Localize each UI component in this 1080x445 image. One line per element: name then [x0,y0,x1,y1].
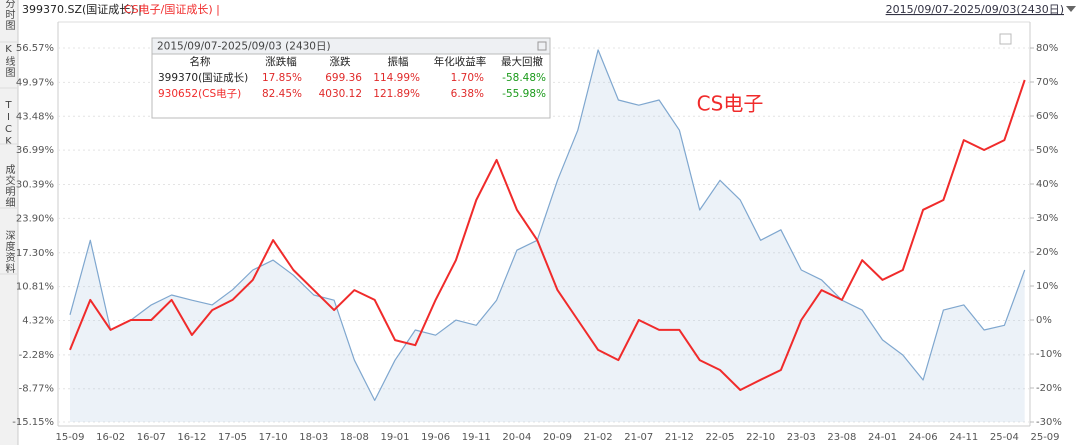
close-icon [537,41,547,51]
stats-header: 年化收益率 [434,55,487,68]
sidebar-tab[interactable]: K线图 [3,44,15,78]
x-tick-label: 15-09 [55,432,84,443]
x-tick-label: 19-01 [380,432,409,443]
y2-tick-label: 60% [1036,111,1058,122]
stats-row-name: 399370(国证成长) [158,72,248,84]
stats-cell: 699.36 [325,72,362,84]
stats-cell: 1.70% [451,72,484,84]
y-tick-label: 4.32% [22,315,54,326]
x-tick-label: 17-05 [218,432,247,443]
y2-tick-label: -20% [1036,383,1062,394]
y2-tick-label: 50% [1036,145,1058,156]
y-tick-label: -2.28% [19,350,54,361]
y2-tick-label: 0% [1036,315,1052,326]
stats-cell: 4030.12 [319,88,362,100]
sidebar-tab[interactable]: 深度资料 [3,230,15,274]
stats-cell: 82.45% [262,88,302,100]
y2-tick-label: -10% [1036,349,1062,360]
x-tick-label: 24-06 [909,432,938,443]
stats-title-bar [151,37,551,55]
x-tick-label: 24-11 [949,432,978,443]
y-tick-label: 49.97% [16,77,54,88]
x-tick-label: 22-10 [746,432,775,443]
x-tick-label: 25-09 [1030,432,1059,443]
sidebar-tab[interactable]: 分时图 [3,0,15,31]
stats-cell: 6.38% [451,88,484,100]
y-tick-label: 43.48% [16,111,54,122]
date-range[interactable]: 2015/09/07-2025/09/03(2430日) [886,3,1064,16]
stats-cell: -55.98% [502,88,546,100]
stats-title: 2015/09/07-2025/09/03 (2430日) [157,41,331,53]
x-tick-label: 23-03 [787,432,816,443]
y-tick-label: -15.15% [12,417,54,428]
stats-cell: 17.85% [262,72,302,84]
x-tick-label: 23-08 [827,432,856,443]
y-tick-label: 10.81% [16,282,54,293]
x-tick-label: 19-11 [462,432,491,443]
series-line [69,49,1026,401]
stats-header: 涨跌幅 [265,55,297,68]
x-tick-label: 19-06 [421,432,450,443]
x-tick-label: 18-08 [340,432,369,443]
x-tick-label: 18-03 [299,432,328,443]
x-tick-label: 21-12 [665,432,694,443]
chart-subtitle: CS电子/国证成长) | [124,3,220,16]
x-tick-label: 21-07 [624,432,653,443]
y2-tick-label: 20% [1036,247,1058,258]
sidebar-tab[interactable]: TICK [3,100,14,148]
dropdown-icon[interactable] [1066,6,1076,12]
y2-tick-label: 80% [1036,43,1058,54]
y2-tick-label: -30% [1036,417,1062,428]
y2-tick-label: 70% [1036,77,1058,88]
y-tick-label: -8.77% [19,384,54,395]
stats-header: 涨跌 [330,55,351,68]
x-tick-label: 20-04 [502,432,531,443]
x-tick-label: 16-12 [177,432,206,443]
y2-tick-label: 10% [1036,281,1058,292]
stats-cell: 114.99% [373,72,420,84]
series-area [70,49,1025,423]
x-tick-label: 17-10 [259,432,288,443]
y-tick-label: 36.99% [16,145,54,156]
stats-cell: -58.48% [502,72,546,84]
x-tick-label: 24-01 [868,432,897,443]
y-tick-label: 56.57% [16,43,54,54]
x-tick-label: 16-07 [137,432,166,443]
x-tick-label: 22-05 [705,432,734,443]
x-tick-label: 20-09 [543,432,572,443]
stats-header: 名称 [190,55,211,68]
y2-tick-label: 40% [1036,179,1058,190]
stats-row-name: 930652(CS电子) [158,87,241,100]
stats-header: 振幅 [388,55,409,68]
maximize-icon[interactable] [999,33,1012,45]
series-line [69,79,1026,391]
x-tick-label: 25-04 [990,432,1019,443]
annotation: CS电子 [697,92,764,116]
x-tick-label: 21-02 [584,432,613,443]
y2-tick-label: 30% [1036,213,1058,224]
stats-header: 最大回撤 [501,55,543,68]
x-tick-label: 16-02 [96,432,125,443]
chart-title: 399370.SZ(国证成长) | [22,3,142,16]
y-tick-label: 30.39% [16,180,54,191]
stats-cell: 121.89% [373,88,420,100]
y-tick-label: 23.90% [16,213,54,224]
sidebar [0,0,18,445]
y-tick-label: 17.30% [16,248,54,259]
sidebar-tab[interactable]: 成交明细 [3,164,15,208]
